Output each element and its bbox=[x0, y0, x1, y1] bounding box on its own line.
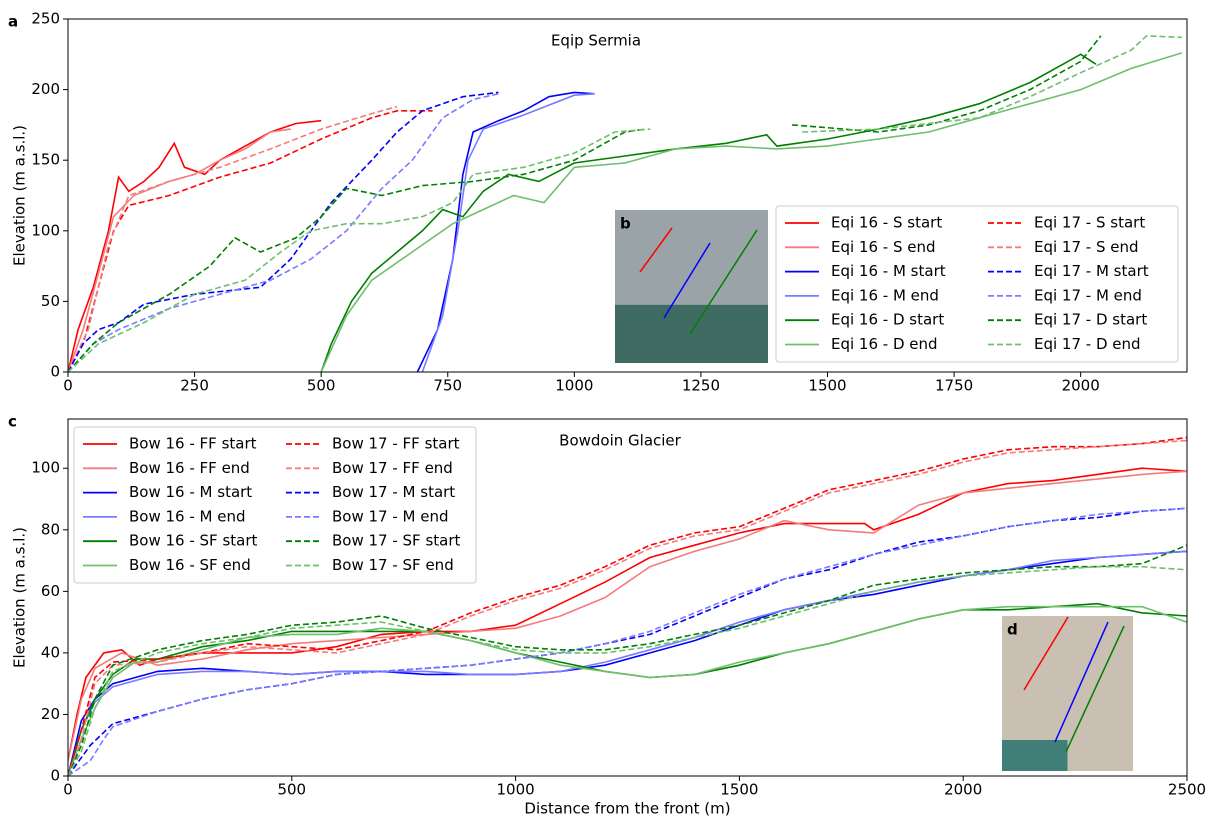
series-line bbox=[68, 507, 1187, 776]
legend-label: Eqi 16 - S end bbox=[831, 238, 936, 256]
series-line bbox=[68, 105, 398, 372]
y-tick-label: 40 bbox=[41, 643, 60, 661]
series-line bbox=[68, 128, 291, 372]
legend-label: Bow 17 - SF end bbox=[332, 556, 454, 574]
legend-label: Eqi 17 - D end bbox=[1034, 335, 1141, 353]
legend-label: Bow 16 - FF end bbox=[129, 459, 250, 477]
x-tick-label: 1250 bbox=[682, 377, 720, 395]
x-axis-label: Distance from the front (m) bbox=[524, 800, 730, 818]
y-tick-label: 0 bbox=[50, 363, 60, 381]
legend-label: Eqi 16 - S start bbox=[831, 214, 942, 232]
series-line bbox=[68, 605, 1187, 776]
legend-label: Eqi 16 - D end bbox=[831, 335, 938, 353]
y-tick-label: 50 bbox=[41, 292, 60, 310]
x-tick-label: 1000 bbox=[497, 781, 535, 799]
series-line bbox=[68, 119, 322, 372]
series-line bbox=[68, 470, 1187, 761]
inset-profile bbox=[689, 229, 758, 335]
legend-label: Eqi 17 - S end bbox=[1034, 238, 1139, 256]
y-tick-label: 200 bbox=[31, 80, 60, 98]
inset-label: d bbox=[1007, 621, 1018, 639]
y-axis-label: Elevation (m a.s.l.) bbox=[11, 527, 29, 668]
x-tick-label: 0 bbox=[63, 781, 73, 799]
chart-title: Eqip Sermia bbox=[551, 32, 641, 50]
legend-label: Bow 16 - M end bbox=[129, 507, 246, 525]
series-line bbox=[68, 436, 1187, 776]
legend-label: Eqi 17 - D start bbox=[1034, 311, 1147, 329]
series-line bbox=[68, 35, 1182, 372]
inset-profile bbox=[1054, 621, 1109, 743]
legend-label: Bow 16 - FF start bbox=[129, 435, 257, 453]
inset-profile bbox=[663, 242, 711, 319]
x-tick-label: 2000 bbox=[1062, 377, 1100, 395]
x-tick-label: 250 bbox=[180, 377, 209, 395]
inset-profile bbox=[1023, 616, 1069, 691]
series-line bbox=[68, 35, 1102, 372]
legend-label: Eqi 17 - S start bbox=[1034, 214, 1145, 232]
inset-label: b bbox=[620, 215, 631, 233]
legend-label: Bow 16 - M start bbox=[129, 483, 252, 501]
inset-profile bbox=[639, 227, 673, 273]
plot-frame bbox=[67, 18, 1188, 373]
legend-label: Eqi 16 - M start bbox=[831, 262, 946, 280]
y-axis-label: Elevation (m a.s.l.) bbox=[11, 125, 29, 266]
series-line bbox=[68, 93, 499, 372]
legend-label: Bow 17 - SF start bbox=[332, 532, 461, 550]
x-tick-label: 2000 bbox=[944, 781, 982, 799]
legend-label: Eqi 17 - M end bbox=[1034, 286, 1142, 304]
series-line bbox=[68, 544, 1187, 776]
x-tick-label: 750 bbox=[433, 377, 462, 395]
legend-label: Bow 17 - M start bbox=[332, 483, 455, 501]
series-line bbox=[68, 439, 1187, 776]
x-tick-label: 500 bbox=[277, 781, 306, 799]
legend-label: Eqi 16 - D start bbox=[831, 311, 944, 329]
series-line bbox=[68, 110, 433, 372]
legend-label: Bow 16 - SF start bbox=[129, 532, 258, 550]
legend-label: Bow 17 - FF start bbox=[332, 435, 460, 453]
panel-label: a bbox=[8, 13, 18, 31]
y-tick-label: 20 bbox=[41, 705, 60, 723]
x-tick-label: 0 bbox=[63, 377, 73, 395]
series-line bbox=[320, 53, 1097, 372]
inset-water bbox=[615, 304, 768, 363]
y-tick-label: 80 bbox=[41, 520, 60, 538]
legend-box bbox=[73, 426, 477, 584]
inset-profile bbox=[1065, 625, 1125, 753]
x-tick-label: 500 bbox=[307, 377, 336, 395]
series-line bbox=[320, 52, 1183, 372]
series-line bbox=[416, 91, 595, 372]
y-tick-label: 100 bbox=[31, 459, 60, 477]
legend-label: Bow 17 - M end bbox=[332, 507, 449, 525]
series-line bbox=[421, 93, 595, 372]
chart-title: Bowdoin Glacier bbox=[559, 432, 682, 450]
x-tick-label: 1500 bbox=[808, 377, 846, 395]
legend-label: Bow 17 - FF end bbox=[332, 459, 453, 477]
x-tick-label: 1500 bbox=[720, 781, 758, 799]
y-tick-label: 100 bbox=[31, 221, 60, 239]
panel-label: c bbox=[8, 413, 17, 431]
series-line bbox=[68, 565, 1187, 776]
x-tick-label: 1000 bbox=[555, 377, 593, 395]
inset-image bbox=[1002, 616, 1133, 771]
inset-image bbox=[615, 210, 768, 363]
inset-water bbox=[1002, 740, 1068, 771]
legend-label: Eqi 16 - M end bbox=[831, 286, 939, 304]
y-tick-label: 250 bbox=[31, 10, 60, 28]
y-tick-label: 60 bbox=[41, 582, 60, 600]
x-tick-label: 1750 bbox=[935, 377, 973, 395]
y-tick-label: 150 bbox=[31, 151, 60, 169]
y-tick-label: 0 bbox=[50, 767, 60, 785]
x-tick-label: 2500 bbox=[1168, 781, 1206, 799]
legend-label: Eqi 17 - M start bbox=[1034, 262, 1149, 280]
legend-box bbox=[775, 205, 1179, 363]
legend-label: Bow 16 - SF end bbox=[129, 556, 251, 574]
plot-frame bbox=[67, 418, 1188, 777]
series-line bbox=[68, 91, 499, 372]
